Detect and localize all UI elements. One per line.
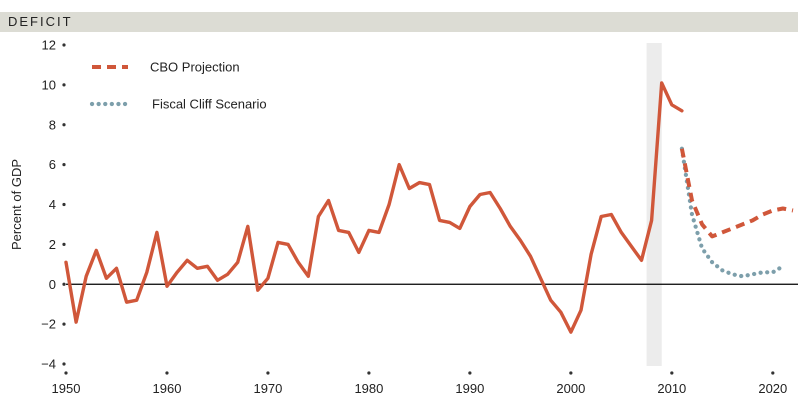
y-tick-mark: [62, 163, 66, 167]
x-tick-label: 2000: [556, 381, 585, 396]
x-tick-mark: [165, 371, 169, 375]
series-line-cbo-projection: [679, 148, 794, 239]
y-tick-label: 10: [42, 77, 56, 92]
series-line-actual-deficit: [64, 81, 684, 334]
legend-label-fiscal-cliff: Fiscal Cliff Scenario: [152, 97, 267, 112]
x-tick-mark: [266, 371, 270, 375]
x-tick-mark: [670, 371, 674, 375]
y-tick-mark: [62, 123, 66, 127]
x-tick-label: 1990: [455, 381, 484, 396]
y-tick-mark: [62, 362, 66, 366]
y-tick-label: 2: [49, 237, 56, 252]
x-tick-label: 1980: [354, 381, 383, 396]
chart-header-title: DEFICIT: [8, 14, 73, 29]
x-tick-mark: [771, 371, 775, 375]
y-tick-mark: [62, 282, 66, 286]
y-tick-label: −4: [41, 357, 56, 372]
chart-header-band: DEFICIT: [0, 12, 798, 32]
y-tick-label: 6: [49, 157, 56, 172]
x-tick-mark: [569, 371, 573, 375]
x-tick-label: 1970: [253, 381, 282, 396]
y-tick-mark: [62, 322, 66, 326]
series-line-fiscal-cliff: [679, 146, 786, 279]
legend-label-cbo-projection: CBO Projection: [150, 60, 240, 75]
y-tick-label: −2: [41, 317, 56, 332]
y-tick-label: 4: [49, 197, 56, 212]
x-tick-label: 2010: [657, 381, 686, 396]
y-tick-label: 12: [42, 38, 56, 53]
y-axis-label: Percent of GDP: [9, 159, 24, 250]
y-tick-label: 8: [49, 117, 56, 132]
y-tick-mark: [62, 202, 66, 207]
y-tick-label: 0: [49, 277, 56, 292]
x-tick-mark: [468, 371, 472, 375]
x-tick-mark: [64, 371, 68, 375]
x-tick-label: 2020: [758, 381, 787, 396]
y-tick-mark: [62, 242, 66, 246]
y-tick-mark: [62, 83, 66, 87]
x-tick-label: 1950: [52, 381, 81, 396]
x-tick-label: 1960: [153, 381, 182, 396]
y-tick-mark: [62, 43, 66, 47]
x-tick-mark: [367, 371, 371, 375]
